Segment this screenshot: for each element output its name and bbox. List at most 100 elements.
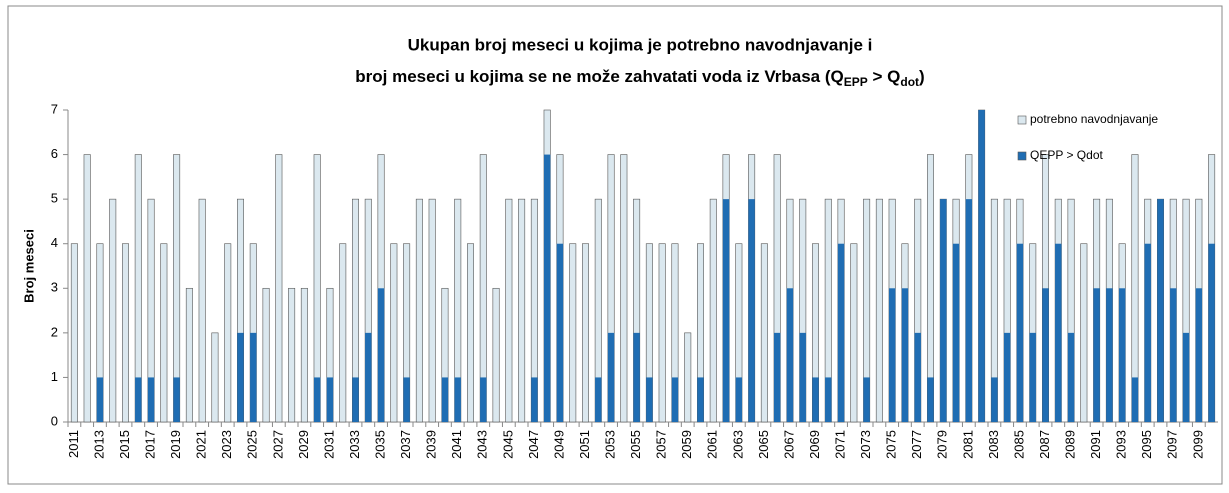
x-tick-label: 2069	[807, 430, 822, 459]
x-tick-label: 2087	[1037, 430, 1052, 459]
bar	[671, 377, 679, 422]
bar	[940, 199, 947, 422]
bar	[467, 243, 474, 423]
bar	[390, 243, 398, 423]
title-part: broj meseci u kojima se ne može zahvatat…	[355, 67, 843, 86]
bar	[492, 287, 500, 423]
bar	[1170, 288, 1177, 422]
bar	[403, 377, 410, 422]
y-tick-label: 1	[51, 369, 58, 384]
bar	[658, 243, 666, 423]
x-tick-label: 2045	[500, 430, 515, 459]
bar	[684, 332, 692, 423]
legend-swatch	[1017, 115, 1027, 125]
bar	[927, 377, 934, 422]
bar	[1029, 332, 1036, 422]
bar	[952, 243, 960, 422]
bar	[224, 243, 232, 423]
bar	[480, 377, 487, 422]
title-part: > Q	[868, 67, 901, 86]
x-tick-label: 2029	[296, 430, 311, 459]
x-tick-label: 2021	[194, 430, 209, 459]
x-tick-label: 2063	[730, 430, 745, 459]
bar	[595, 377, 602, 422]
bar	[543, 154, 551, 423]
bar	[1042, 288, 1049, 422]
bar	[965, 199, 973, 422]
x-tick-label: 2079	[935, 430, 950, 459]
bar	[760, 243, 768, 423]
bar	[1208, 243, 1215, 422]
bar	[748, 199, 755, 422]
bar	[646, 377, 653, 422]
x-tick-label: 2013	[91, 430, 106, 459]
bar	[313, 377, 321, 422]
x-tick-label: 2081	[960, 430, 975, 459]
chart-title-line1: Ukupan broj meseci u kojima je potrebno …	[408, 35, 873, 54]
y-tick-label: 3	[51, 280, 58, 295]
bar	[812, 377, 819, 422]
x-tick-label: 2077	[909, 430, 924, 459]
bar	[607, 332, 615, 422]
y-axis-label: Broj meseci	[21, 229, 36, 303]
x-tick-label: 2041	[449, 430, 464, 459]
bar	[288, 287, 296, 423]
bar	[339, 243, 347, 423]
x-tick-label: 2031	[321, 430, 336, 459]
bar	[1080, 243, 1088, 423]
bar	[582, 243, 589, 423]
bar	[250, 332, 257, 422]
bar	[1016, 243, 1024, 422]
bar	[991, 377, 998, 422]
bar	[709, 198, 717, 423]
x-tick-label: 2051	[577, 430, 592, 459]
bar	[122, 243, 129, 423]
title-part: )	[919, 67, 925, 86]
bar	[837, 243, 845, 422]
x-tick-label: 2061	[705, 430, 720, 459]
x-tick-label: 2085	[1011, 430, 1026, 459]
x-tick-label: 2011	[66, 430, 81, 458]
bar	[531, 377, 538, 422]
bar	[978, 110, 985, 422]
bar	[352, 377, 359, 422]
legend-swatch	[1017, 151, 1027, 161]
bar	[185, 287, 193, 423]
x-tick-label: 2059	[679, 430, 694, 459]
x-tick-label: 2095	[1139, 430, 1154, 459]
bar	[428, 198, 436, 423]
bar	[135, 377, 142, 422]
bar	[262, 287, 270, 423]
x-tick-label: 2083	[986, 430, 1001, 459]
x-tick-label: 2027	[270, 430, 285, 459]
y-tick-label: 2	[51, 324, 58, 339]
bar	[1067, 332, 1075, 422]
bar	[275, 154, 283, 423]
bar	[237, 332, 244, 422]
bar	[850, 243, 858, 423]
bar	[1144, 243, 1151, 422]
bar	[454, 377, 461, 422]
title-part: dot	[900, 75, 919, 89]
x-tick-label: 2043	[475, 430, 490, 459]
bar	[70, 243, 78, 423]
y-tick-label: 7	[51, 101, 58, 116]
bar	[83, 154, 91, 423]
bar	[173, 377, 180, 422]
x-tick-label: 2053	[602, 430, 617, 459]
bar	[620, 154, 628, 423]
x-tick-label: 2047	[526, 430, 541, 459]
bar	[211, 332, 219, 423]
x-tick-label: 2071	[832, 430, 847, 459]
bar	[1195, 288, 1203, 422]
x-tick-label: 2055	[628, 430, 643, 459]
bar	[505, 198, 513, 423]
bar	[735, 377, 743, 422]
x-tick-label: 2073	[858, 430, 873, 459]
bar	[147, 377, 155, 422]
x-tick-label: 2099	[1190, 430, 1205, 459]
y-tick-label: 0	[51, 413, 58, 428]
bar	[799, 332, 806, 422]
bar	[875, 198, 883, 423]
